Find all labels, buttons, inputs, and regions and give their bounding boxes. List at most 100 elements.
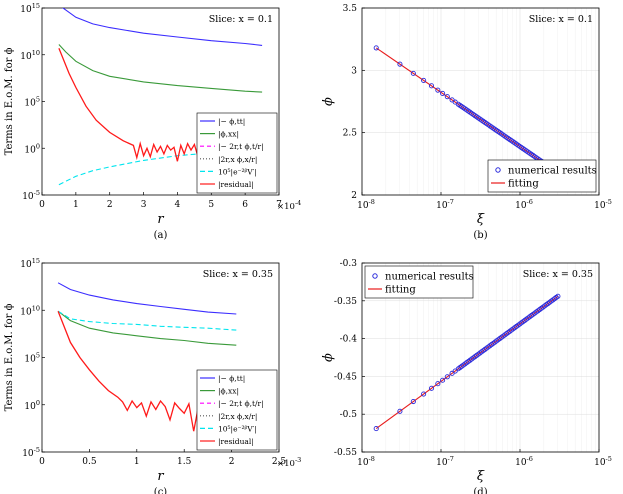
legend-marker xyxy=(372,273,378,279)
legend-label: numerical results xyxy=(385,272,474,283)
data-point xyxy=(397,61,403,67)
y-tick-label: -0.35 xyxy=(334,297,357,307)
x-tick-label: 10-8 xyxy=(357,455,375,468)
data-point xyxy=(440,90,446,96)
y-tick-label: 100 xyxy=(24,399,40,412)
y-tick-label: 1015 xyxy=(20,2,40,15)
data-point xyxy=(444,94,450,100)
x-tick-label: 0 xyxy=(39,457,45,467)
y-tick-label: 100 xyxy=(24,142,40,155)
series-line xyxy=(57,282,237,315)
legend-label: |2r,x ϕ,x/r| xyxy=(218,155,257,164)
plot-layer xyxy=(373,45,561,176)
x-tick-label: 2 xyxy=(229,457,235,467)
x-axis-label: ξ xyxy=(477,212,485,227)
data-point xyxy=(397,408,403,414)
y-axis-label: ϕ xyxy=(321,97,336,106)
legend-label: |residual| xyxy=(218,180,254,189)
x-tick-label: 3 xyxy=(141,200,147,210)
legend-label: |− ϕ,tt| xyxy=(218,117,245,126)
slice-label: Slice: x = 0.1 xyxy=(529,14,593,25)
x-tick-label: 2 xyxy=(107,200,113,210)
series-line xyxy=(57,310,237,331)
legend-label: fitting xyxy=(508,179,539,190)
legend-box xyxy=(196,112,278,194)
plot-layer xyxy=(373,293,561,432)
legend-label: numerical results xyxy=(508,166,597,177)
y-tick-label: -0.55 xyxy=(334,448,357,458)
y-tick-label: 105 xyxy=(24,352,40,365)
x-tick-label: 1 xyxy=(73,200,79,210)
x-axis-label: ξ xyxy=(477,469,485,484)
data-point xyxy=(428,83,435,89)
legend-label: |2r,x ϕ,x/r| xyxy=(218,412,257,421)
y-tick-label: 3 xyxy=(351,66,357,76)
y-tick-label: 1015 xyxy=(20,257,40,270)
legend-label: |ϕ,xx| xyxy=(218,130,239,139)
y-tick-label: 2 xyxy=(351,191,357,201)
x-tick-label: 7 xyxy=(276,200,282,210)
data-point xyxy=(428,385,435,391)
panel-a: 0 1 2 3 4 5 6 7 10-5 100 105 1010 1015 ×10-4 r Terms in… xyxy=(4,2,301,241)
y-tick-label: -0.3 xyxy=(340,259,358,269)
x-tick-label: 0.5 xyxy=(82,457,97,467)
y-tick-label: 1010 xyxy=(20,304,40,317)
legend-label: 10⁵|e⁻²ᵝV′| xyxy=(218,424,257,433)
x-tick-label: 10-7 xyxy=(436,198,454,211)
axes-box xyxy=(361,262,600,453)
panel-caption: (a) xyxy=(154,230,168,241)
panel-caption: (d) xyxy=(473,487,487,494)
x-tick-label: 5 xyxy=(208,200,214,210)
data-point xyxy=(410,398,416,405)
data-point xyxy=(555,293,561,299)
data-point xyxy=(421,77,427,83)
y-tick-label: -0.5 xyxy=(340,410,358,420)
x-tick-label: 10-8 xyxy=(357,198,375,211)
slice-label: Slice: x = 0.35 xyxy=(203,269,273,280)
x-tick-label: 2.5 xyxy=(272,457,287,467)
data-point xyxy=(410,70,416,76)
slice-label: Slice: x = 0.1 xyxy=(209,14,273,25)
y-axis-label: Terms in E.o.M. for ϕ xyxy=(4,47,15,155)
series-line xyxy=(58,44,263,93)
panel-caption: (c) xyxy=(154,487,168,494)
x-exponent-label: ×10-4 xyxy=(277,199,301,212)
series-line xyxy=(61,8,263,46)
data-point xyxy=(444,374,450,380)
x-tick-label: 1 xyxy=(134,457,140,467)
x-tick-label: 10-6 xyxy=(515,198,533,211)
x-tick-label: 1.5 xyxy=(177,457,192,467)
legend-label: |ϕ,xx| xyxy=(218,387,239,396)
panel-c: 0 0.5 1 1.5 2 2.5 10-5 100 105 1010 1015 ×10-3 r Term… xyxy=(4,257,301,494)
axes-box xyxy=(361,7,600,196)
y-tick-label: 105 xyxy=(24,96,40,109)
y-tick-label: 10-5 xyxy=(22,446,40,459)
data-point xyxy=(435,87,441,93)
y-tick-label: -0.45 xyxy=(334,372,357,382)
legend-box xyxy=(364,265,474,299)
y-tick-label: 3.5 xyxy=(343,4,358,14)
y-tick-label: 10-5 xyxy=(22,189,40,202)
x-tick-label: 6 xyxy=(242,200,248,210)
panel-d: 10-8 10-7 10-6 10-5 -0.55 -0.5 -0.45 -0.4 -0.35 -… xyxy=(321,259,612,494)
x-tick-label: 4 xyxy=(175,200,181,210)
y-axis-label: Terms in E.o.M. for ϕ xyxy=(4,303,15,411)
slice-label: Slice: x = 0.35 xyxy=(523,269,593,280)
data-point xyxy=(435,381,441,387)
x-axis-label: r xyxy=(157,212,164,227)
x-tick-label: 10-6 xyxy=(515,455,533,468)
x-tick-label: 0 xyxy=(39,200,45,210)
y-tick-label: 1010 xyxy=(20,49,40,62)
y-tick-label: 2.5 xyxy=(343,129,358,139)
legend-label: |− 2r,t ϕ,t/r| xyxy=(218,399,264,408)
legend-box xyxy=(487,159,597,193)
series-line xyxy=(57,310,237,346)
legend-label: |− 2r,t ϕ,t/r| xyxy=(218,142,264,151)
data-point xyxy=(373,426,379,432)
panel-caption: (b) xyxy=(473,230,487,241)
x-tick-label: 10-7 xyxy=(436,455,454,468)
legend-box xyxy=(196,369,278,451)
x-tick-label: 10-5 xyxy=(594,198,612,211)
legend-label: 10⁵|e⁻²ᵝV′| xyxy=(218,167,257,176)
panel-b: 10-8 10-7 10-6 10-5 2 2.5 3 3.5 ξ ϕ (b) Slice: x = … xyxy=(321,4,612,241)
